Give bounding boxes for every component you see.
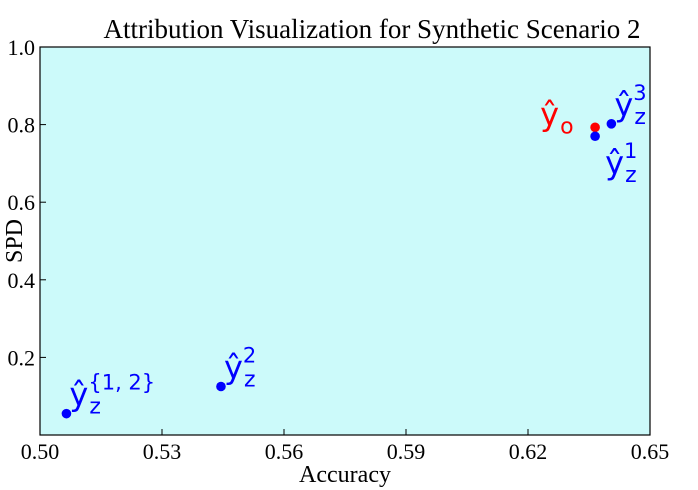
point-label-superscript: {1, 2} (88, 371, 155, 395)
point-label: ŷ{1, 2} (69, 371, 155, 414)
y-tick-label: 0.8 (8, 113, 36, 138)
point-label-subscript: z (89, 395, 101, 420)
data-point (61, 408, 72, 419)
point-label-base: ŷ (540, 95, 559, 133)
point-label-subscript: z (634, 105, 646, 130)
y-tick-label: 0.2 (8, 345, 36, 370)
point-label-subscript: z (625, 163, 637, 188)
point-label-superscript: 2 (243, 344, 256, 368)
x-tick-label: 0.50 (21, 439, 60, 464)
point-label-base: ŷ (69, 376, 88, 414)
x-tick-label: 0.56 (265, 439, 304, 464)
plot-area (40, 47, 650, 435)
x-axis-label: Accuracy (299, 462, 391, 488)
point-label: ŷ1 (605, 139, 637, 182)
y-tick-label: 0.6 (8, 190, 36, 215)
point-label-base: ŷ (605, 144, 624, 182)
point-label-base: ŷ (224, 349, 243, 387)
plot-frame (39, 46, 651, 436)
data-point (216, 381, 226, 392)
point-label-superscript: 3 (633, 81, 646, 105)
x-tick-label: 0.62 (509, 439, 548, 464)
y-axis-label: SPD (2, 219, 28, 263)
x-tick-label: 0.65 (631, 439, 670, 464)
point-label-subscript: o (560, 114, 573, 139)
point-label-superscript: 1 (624, 139, 637, 163)
y-tick-label: 0.4 (8, 268, 36, 293)
data-point (590, 122, 600, 133)
data-point (606, 119, 617, 129)
x-tick-label: 0.59 (387, 439, 426, 464)
y-tick-label: 1.0 (8, 35, 36, 60)
point-label-base: ŷ (614, 86, 633, 124)
chart-title: Attribution Visualization for Synthetic … (103, 14, 640, 44)
point-label-subscript: z (244, 368, 256, 393)
data-point (590, 131, 600, 142)
point-label: ŷ3 (614, 81, 646, 124)
point-label: ŷ2 (224, 344, 256, 387)
x-tick-label: 0.53 (143, 439, 182, 464)
point-label: ŷ (540, 95, 559, 133)
